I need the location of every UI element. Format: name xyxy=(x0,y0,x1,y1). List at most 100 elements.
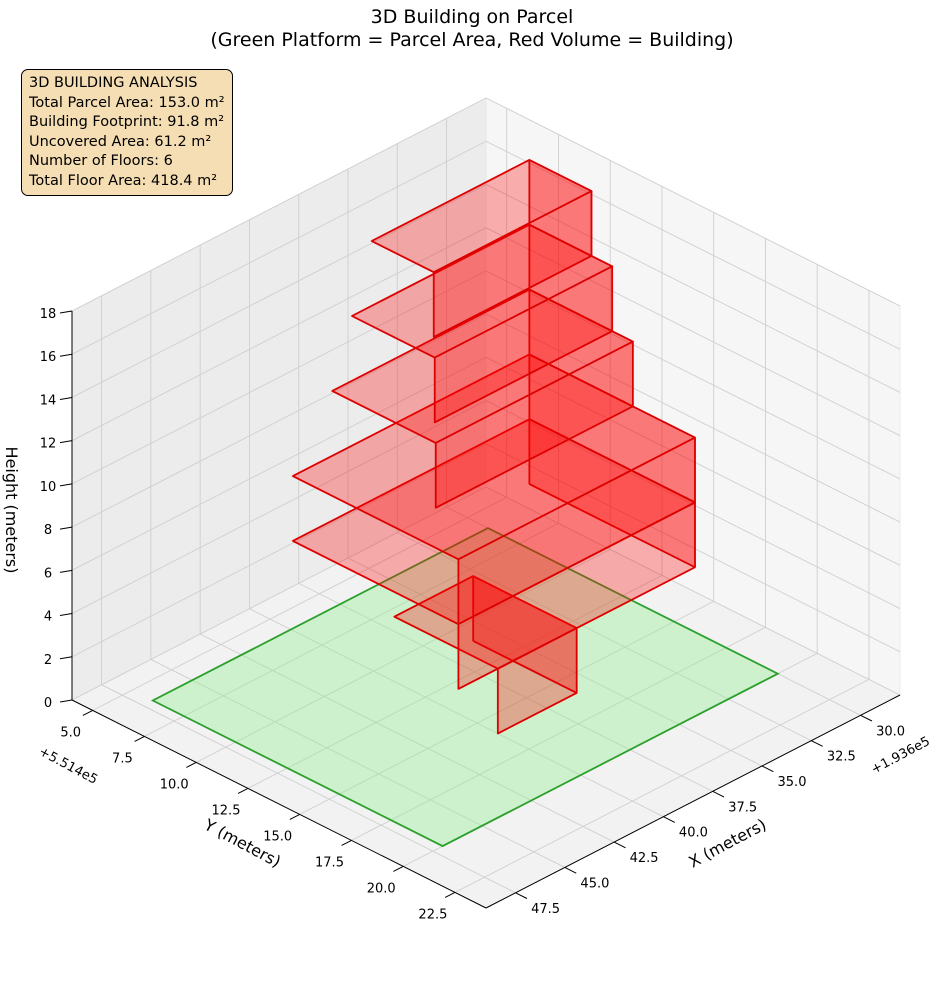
grid-line-z-left-wall xyxy=(71,97,487,312)
floor-edge xyxy=(331,390,437,444)
tick-labels: 30.0 32.5 35.0 37.5 40.0 42.5 45.0 47.5 5.0 7.5 10… xyxy=(40,307,905,922)
z-tick-mark xyxy=(59,569,73,573)
floor-edge xyxy=(528,288,613,332)
x-tick-mark xyxy=(761,765,774,773)
z-tick-label: 6 xyxy=(44,566,52,581)
y-tick-mark xyxy=(186,761,197,768)
z-tick-mark xyxy=(59,613,73,617)
grid-line-x-floor xyxy=(199,633,615,843)
floor-edge xyxy=(351,315,436,359)
floor-edge xyxy=(371,240,435,274)
grid-line-y-floor xyxy=(351,626,766,841)
y-tick-mark xyxy=(237,787,249,794)
x-tick-mark xyxy=(613,841,626,849)
grid-line-z-left-wall xyxy=(71,184,487,398)
floor-6 xyxy=(370,158,593,339)
y-axis-line xyxy=(71,699,487,909)
grid-line-x-floor xyxy=(249,608,664,818)
y-tick-label: 7.5 xyxy=(112,751,133,766)
x-tick-label: 40.0 xyxy=(679,826,708,841)
floor-edge xyxy=(292,353,530,477)
floor-edge xyxy=(528,483,696,569)
floor-edge xyxy=(292,540,459,625)
y-tick-mark xyxy=(289,813,300,820)
grid-line-z-left-wall xyxy=(71,270,487,485)
floor-edge xyxy=(528,418,696,504)
x-tick-label: 32.5 xyxy=(827,750,856,765)
x-tick-label: 30.0 xyxy=(876,724,905,739)
info-building-footprint: Building Footprint: 91.8 m² xyxy=(29,114,225,130)
x-axis-line xyxy=(485,694,901,909)
grid-line-x-floor xyxy=(347,557,763,767)
z-tick-mark xyxy=(59,353,73,357)
floor-edge xyxy=(393,615,499,670)
floor-edge xyxy=(292,475,459,561)
x-tick-label: 47.5 xyxy=(531,902,560,917)
floor-edge xyxy=(528,223,592,257)
floor-edge xyxy=(371,159,530,242)
grid-line-z-left-wall xyxy=(71,356,487,571)
z-tick-label: 2 xyxy=(44,653,52,668)
floor-edge xyxy=(292,418,530,542)
x-tick-mark xyxy=(515,892,528,899)
floor-edge xyxy=(497,692,578,735)
y-tick-label: 12.5 xyxy=(212,803,241,818)
y-tick-mark xyxy=(393,865,404,872)
grid-line-z-right-wall xyxy=(485,486,901,696)
y-tick-mark xyxy=(444,891,456,898)
floor-edge xyxy=(435,340,634,444)
z-tick-mark xyxy=(59,656,73,660)
z-tick-label: 10 xyxy=(40,480,57,495)
grid-line-z-right-wall xyxy=(485,270,901,480)
grid-line-z-left-wall xyxy=(71,140,487,355)
info-parcel-area: Total Parcel Area: 153.0 m² xyxy=(29,94,225,111)
floor-edge xyxy=(393,575,474,618)
z-tick-mark xyxy=(59,440,73,444)
z-tick-label: 0 xyxy=(44,696,52,711)
floor-edge xyxy=(434,265,613,359)
floor-edge xyxy=(351,223,530,317)
grid-line-z-right-wall xyxy=(485,443,901,653)
floor-edge xyxy=(435,405,634,509)
info-number-of-floors: Number of Floors: 6 xyxy=(29,153,173,169)
z-tick-label: 8 xyxy=(44,523,52,538)
info-heading: 3D BUILDING ANALYSIS xyxy=(29,75,198,91)
z-tick-label: 14 xyxy=(40,393,57,408)
grid-line-z-right-wall xyxy=(485,97,901,307)
floor-edge xyxy=(472,575,578,629)
y-tick-mark xyxy=(341,839,352,846)
analysis-info-box: 3D BUILDING ANALYSIS Total Parcel Area: … xyxy=(21,69,233,196)
chart-title-line-2: (Green Platform = Parcel Area, Red Volum… xyxy=(210,29,734,51)
grid-line-z-left-wall xyxy=(71,486,487,701)
z-tick-label: 12 xyxy=(40,437,57,452)
z-tick-mark xyxy=(59,396,73,400)
x-tick-label: 45.0 xyxy=(580,876,609,891)
z-tick-label: 16 xyxy=(40,350,57,365)
floor-edge xyxy=(434,330,613,424)
x-tick-label: 35.0 xyxy=(778,775,807,790)
chart-title-line-1: 3D Building on Parcel xyxy=(370,6,574,28)
grid-line-x-floor xyxy=(298,582,713,792)
grid-line-y-floor xyxy=(144,522,559,737)
grid-line-y-floor xyxy=(454,678,870,893)
grid-line-x-floor xyxy=(101,684,516,894)
axis-lines xyxy=(71,311,901,909)
floor-edge xyxy=(457,566,696,690)
grid-line-z-right-wall xyxy=(485,400,901,609)
chart-title: 3D Building on Parcel (Green Platform = … xyxy=(0,6,944,52)
grid-line-z-right-wall xyxy=(485,227,901,437)
grid-line-x-floor xyxy=(150,659,566,868)
grid-line-y-floor xyxy=(195,548,611,763)
floor-edge xyxy=(433,190,592,274)
y-tick-label: 20.0 xyxy=(367,881,396,896)
x-axis-offset-label: +1.936e5 xyxy=(869,734,933,777)
z-tick-mark xyxy=(59,699,73,703)
grid-line-y-floor xyxy=(92,496,507,711)
grid-line-y-floor xyxy=(247,574,663,789)
floor-3 xyxy=(291,353,697,626)
floor-edge xyxy=(331,288,530,392)
z-tick-mark xyxy=(59,526,73,530)
y-tick-label: 15.0 xyxy=(263,829,292,844)
info-uncovered-area: Uncovered Area: 61.2 m² xyxy=(29,133,212,150)
